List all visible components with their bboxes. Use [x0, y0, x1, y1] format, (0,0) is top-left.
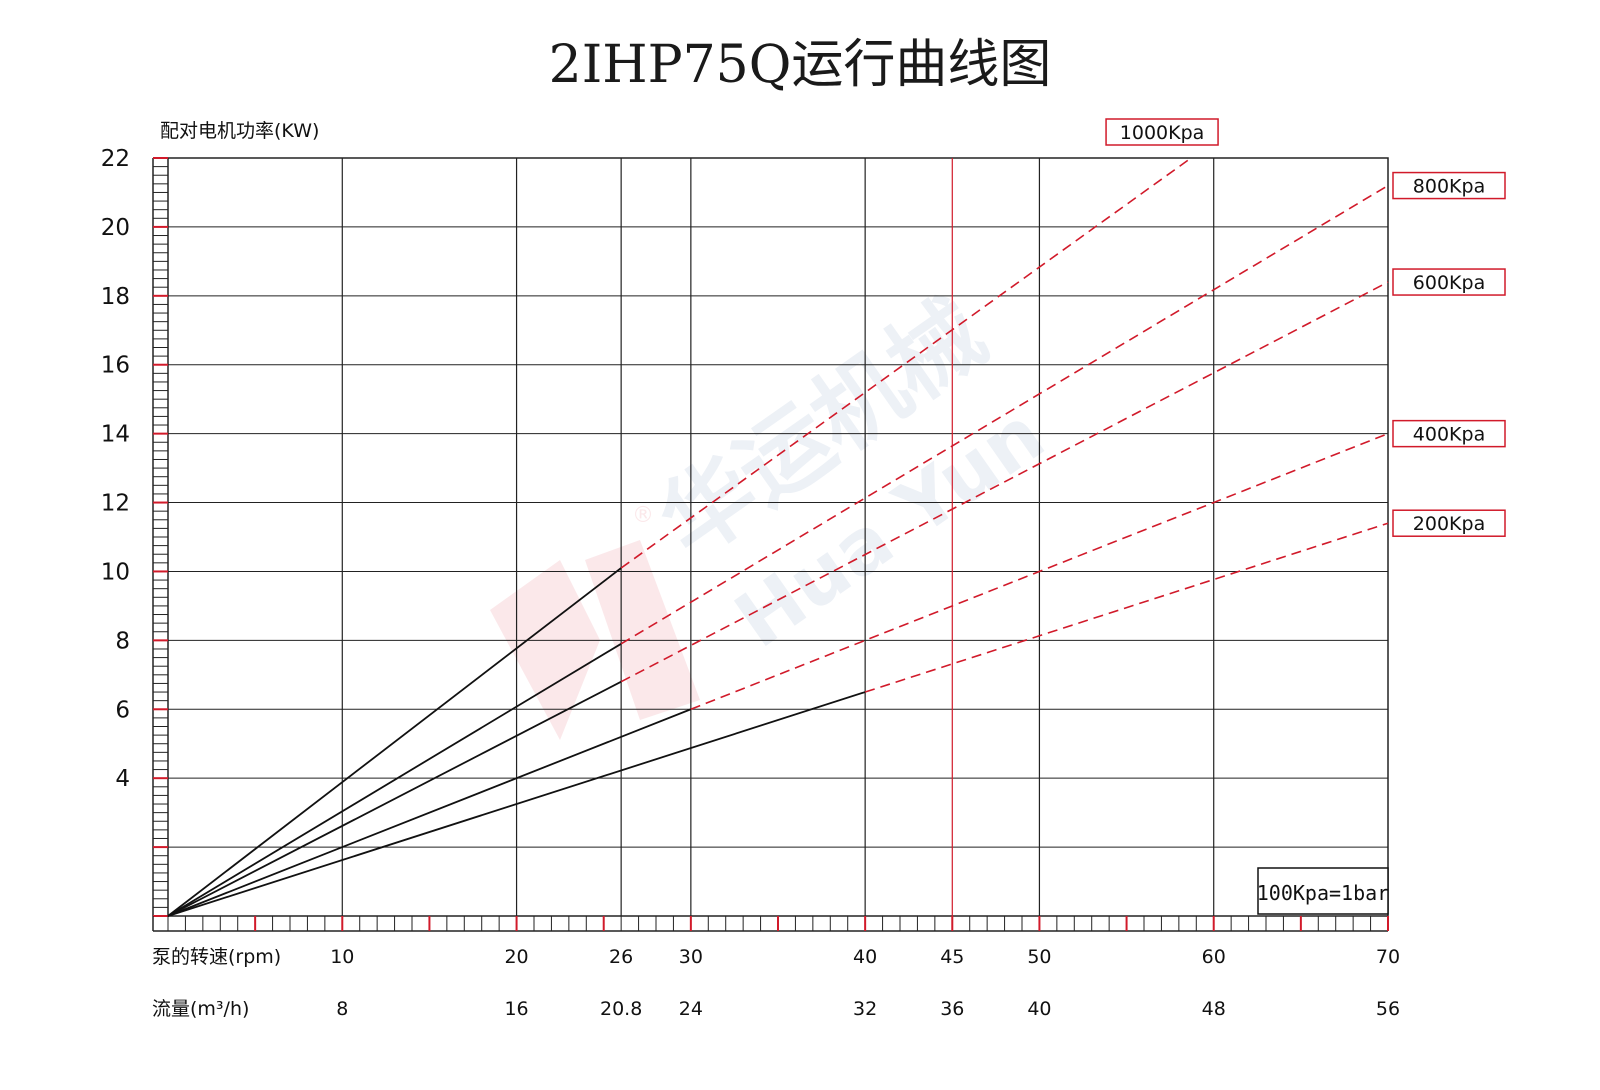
series-lines — [167, 157, 1389, 917]
unit-note: 100Kpa=1bar — [1257, 867, 1389, 915]
y-tick-label: 8 — [115, 628, 130, 654]
legend-tag-label: 400Kpa — [1413, 424, 1485, 446]
series-solid-1000Kpa — [167, 567, 622, 917]
flow-axis-label: 流量(m³/h) — [152, 998, 249, 1020]
grid — [167, 157, 1389, 917]
axis-ruler — [152, 157, 1389, 932]
series-dashed-200Kpa — [864, 522, 1389, 693]
flow-tick-label: 8 — [336, 998, 348, 1020]
unit-note-text: 100Kpa=1bar — [1257, 881, 1389, 905]
flow-tick-label: 40 — [1027, 998, 1051, 1020]
legend-tag-box — [1392, 268, 1506, 296]
y-tick-label: 20 — [101, 215, 130, 241]
legend-tag-label: 1000Kpa — [1120, 122, 1205, 144]
legend-tag-label: 800Kpa — [1413, 176, 1485, 198]
y-tick-label: 6 — [115, 697, 130, 723]
unit-note-box — [1257, 867, 1389, 915]
x-tick-label: 60 — [1202, 946, 1226, 968]
series-solid-200Kpa — [167, 691, 866, 917]
series-solid-800Kpa — [167, 643, 622, 917]
flow-tick-label: 24 — [679, 998, 703, 1020]
flow-tick-label: 32 — [853, 998, 877, 1020]
series-dashed-400Kpa — [690, 432, 1389, 711]
x-tick-label: 45 — [940, 946, 964, 968]
flow-tick-label: 48 — [1202, 998, 1226, 1020]
series-solid-600Kpa — [167, 680, 622, 917]
x-tick-label: 26 — [609, 946, 633, 968]
x-tick-label: 20 — [504, 946, 528, 968]
y-tick-label: 4 — [115, 766, 130, 792]
y-tick-label: 14 — [101, 422, 130, 448]
legend-tag-label: 200Kpa — [1413, 513, 1485, 535]
x-axis-label: 泵的转速(rpm) — [152, 946, 281, 968]
legend-tag-box — [1392, 509, 1506, 537]
legend-tag-label: 600Kpa — [1413, 272, 1485, 294]
y-tick-label: 16 — [101, 353, 130, 379]
watermark-registered-mark: ® — [632, 503, 654, 528]
x-tick-label: 40 — [853, 946, 877, 968]
series-dashed-800Kpa — [620, 184, 1389, 645]
legend-tag-box — [1392, 419, 1506, 448]
flow-tick-label: 16 — [504, 998, 528, 1020]
flow-tick-label: 20.8 — [600, 998, 642, 1020]
y-tick-label: 10 — [101, 559, 130, 585]
flow-tick-label: 36 — [940, 998, 964, 1020]
flow-tick-label: 56 — [1376, 998, 1400, 1020]
legend-tag-box — [1105, 118, 1219, 146]
series-dashed-600Kpa — [620, 281, 1389, 683]
x-tick-label: 30 — [679, 946, 703, 968]
y-tick-label: 22 — [101, 146, 130, 172]
x-tick-label: 70 — [1376, 946, 1400, 968]
series-dashed-1000Kpa — [620, 157, 1192, 569]
series-solid-400Kpa — [167, 708, 692, 917]
legend-tags: 1000Kpa 800Kpa 600Kpa 400Kpa 200Kpa — [1105, 118, 1506, 537]
y-tick-label: 18 — [101, 284, 130, 310]
legend-tag-box — [1392, 171, 1506, 200]
x-tick-label: 50 — [1027, 946, 1051, 968]
tick-labels: 4 6 8 10 12 14 16 18 20 22 10 20 26 30 40 45 50 60 70 8 16 20… — [101, 146, 1400, 1020]
y-tick-label: 12 — [101, 491, 130, 517]
x-tick-label: 10 — [330, 946, 354, 968]
chart-title: 2IHP75Q运行曲线图 — [549, 35, 1052, 95]
plot-frame — [167, 157, 1389, 917]
y-axis-label: 配对电机功率(KW) — [160, 120, 319, 142]
